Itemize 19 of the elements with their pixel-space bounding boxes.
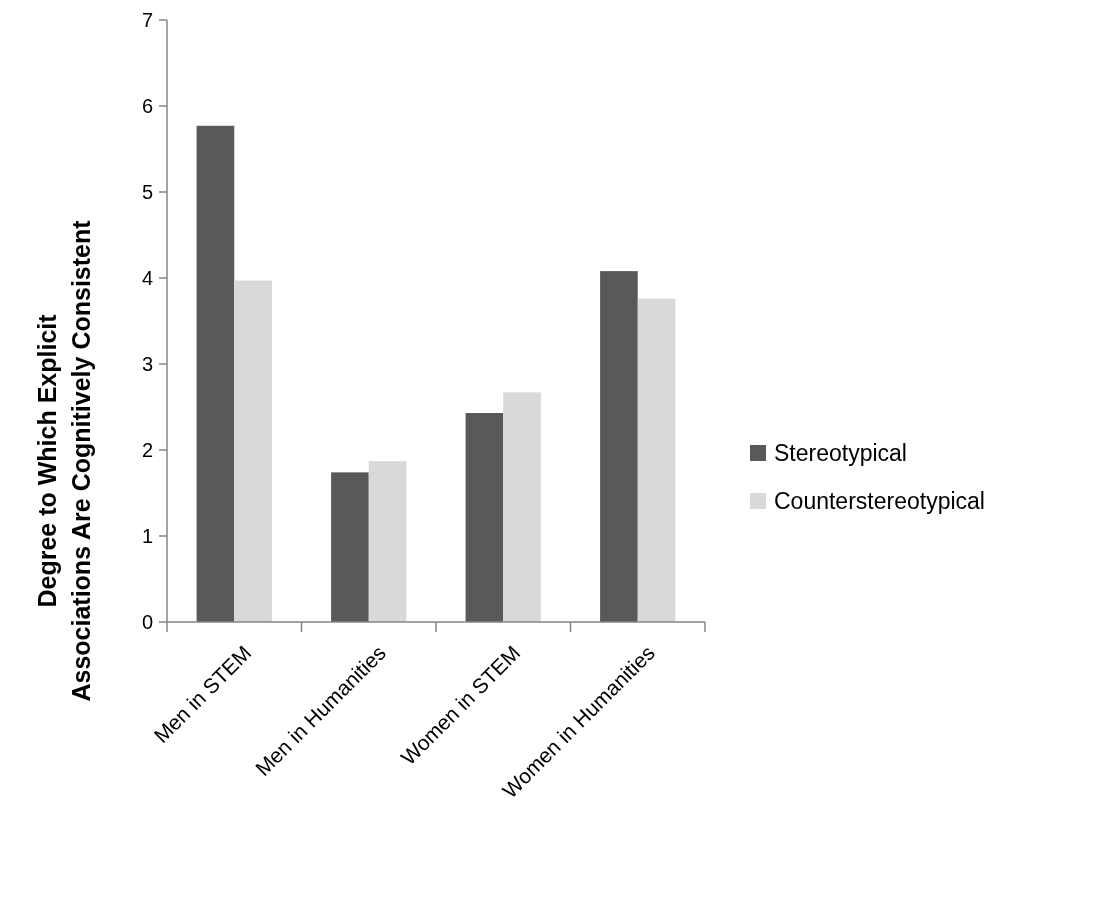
y-tick-label: 4	[141, 267, 153, 289]
bar	[331, 472, 369, 622]
bar	[637, 298, 676, 622]
y-tick-label: 2	[141, 439, 153, 461]
y-tick-label: 6	[141, 95, 153, 117]
bar	[368, 461, 407, 622]
bar	[465, 413, 504, 622]
bar	[234, 280, 272, 622]
legend-label: Counterstereotypical	[774, 488, 985, 515]
y-tick-label: 3	[141, 353, 153, 375]
y-tick-label: 7	[141, 9, 153, 31]
bar	[503, 392, 541, 622]
legend-label: Stereotypical	[774, 440, 907, 467]
y-tick-label: 1	[141, 525, 153, 547]
y-axis-title: Degree to Which Explicit Associations Are Cognitively Consistent	[33, 219, 95, 702]
bar	[600, 271, 638, 622]
bar	[196, 125, 235, 622]
y-tick-label: 5	[141, 181, 153, 203]
y-tick-label: 0	[141, 611, 153, 633]
